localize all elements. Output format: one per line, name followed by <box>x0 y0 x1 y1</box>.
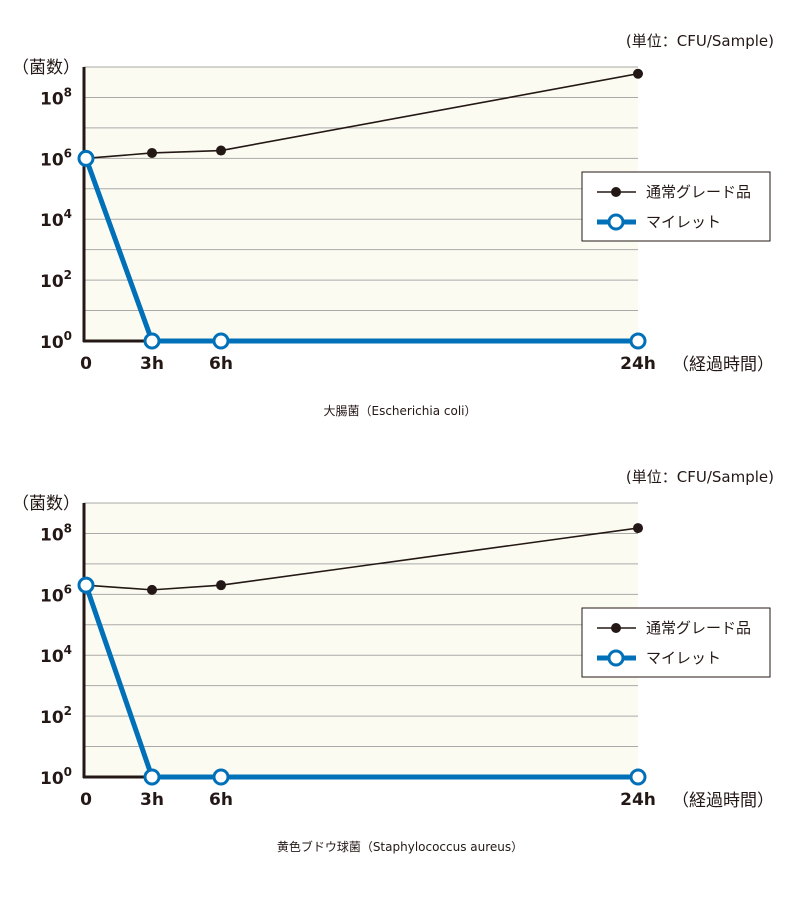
chart-panel-staph: （菌数） 100 102 104 106 108 0 3h 6h 24h （経過時間） 通常グレード品… <box>0 436 800 876</box>
x-tick-label: 0 <box>80 354 92 374</box>
x-tick-label: 3h <box>140 354 164 374</box>
y-tick-label: 104 <box>40 643 72 667</box>
y-tick-label: 106 <box>40 146 72 170</box>
y-tick-label: 108 <box>40 521 72 545</box>
data-point <box>629 768 647 786</box>
legend-label: 通常グレード品 <box>646 619 751 637</box>
data-point <box>629 332 647 350</box>
y-tick-label: 104 <box>40 207 72 231</box>
x-tick-label: 6h <box>209 354 233 374</box>
unit-label: (単位：CFU/Sample) <box>625 32 774 50</box>
x-axis-label: （経過時間） <box>672 791 774 811</box>
data-point <box>216 145 226 156</box>
series-line-1 <box>83 584 638 780</box>
data-point <box>77 576 95 594</box>
x-tick-label: 3h <box>140 790 164 810</box>
legend-marker <box>607 649 625 667</box>
legend-label: 通常グレード品 <box>646 183 751 201</box>
data-point <box>633 523 643 534</box>
chart-caption: 大腸菌（Escherichia coli） <box>323 404 477 418</box>
unit-label: (単位：CFU/Sample) <box>625 468 774 486</box>
plot-area <box>84 67 638 341</box>
chart-panel-ecoli: （菌数） 100 102 104 106 108 0 3h 6h 24h （経過時間） 通常グレード品… <box>0 0 800 440</box>
data-point <box>143 768 161 786</box>
data-point <box>77 149 95 167</box>
chart-caption: 黄色ブドウ球菌（Staphylococcus aureus） <box>276 840 524 854</box>
data-point <box>216 580 226 591</box>
legend-marker <box>607 213 625 231</box>
x-tick-label: 24h <box>620 354 656 374</box>
data-point <box>212 768 230 786</box>
y-tick-label: 106 <box>40 582 72 606</box>
y-tick-label: 108 <box>40 85 72 109</box>
y-tick-label: 100 <box>40 329 72 353</box>
x-tick-label: 24h <box>620 790 656 810</box>
data-point <box>633 68 643 79</box>
x-tick-label: 6h <box>209 790 233 810</box>
chart-ecoli: （菌数） 100 102 104 106 108 0 3h 6h 24h （経過時間） 通常グレード品… <box>12 58 774 375</box>
plot-area <box>84 503 638 777</box>
series-line-0 <box>85 527 639 591</box>
chart-staph: （菌数） 100 102 104 106 108 0 3h 6h 24h （経過時間） 通常グレード品… <box>12 494 774 811</box>
y-tick-label: 102 <box>40 704 72 728</box>
legend-marker <box>611 187 621 197</box>
legend-label: マイレット <box>646 649 721 667</box>
data-point <box>147 584 157 595</box>
legend-label: マイレット <box>646 213 721 231</box>
y-axis-label: （菌数） <box>12 494 80 514</box>
x-tick-label: 0 <box>80 790 92 810</box>
data-point <box>147 147 157 158</box>
y-tick-label: 100 <box>40 765 72 789</box>
data-point <box>143 332 161 350</box>
x-axis-label: （経過時間） <box>672 355 774 375</box>
y-tick-label: 102 <box>40 268 72 292</box>
y-axis-label: （菌数） <box>12 58 80 78</box>
series-line-0 <box>85 72 639 160</box>
legend-marker <box>611 623 621 633</box>
series-line-1 <box>83 157 638 344</box>
data-point <box>212 332 230 350</box>
